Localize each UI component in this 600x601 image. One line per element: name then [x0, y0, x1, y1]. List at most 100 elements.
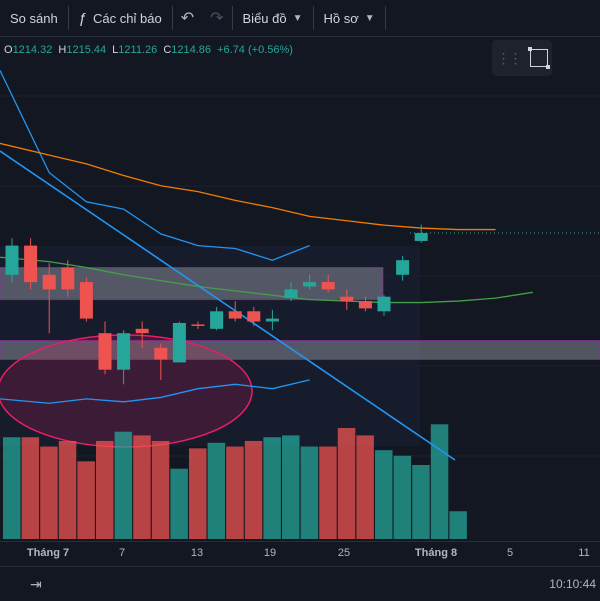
- candle-body: [24, 245, 38, 283]
- candle-body: [321, 282, 335, 290]
- high-value: 1215.44: [66, 44, 107, 56]
- candle-body: [396, 260, 410, 275]
- volume-bar: [77, 461, 95, 539]
- bottom-bar: ⇥ 10:10:44: [0, 566, 600, 601]
- volume-bar: [40, 446, 58, 539]
- drag-handle-icon[interactable]: ⋮⋮: [496, 49, 523, 66]
- volume-bar: [58, 440, 77, 539]
- redo-icon: ↷: [210, 10, 224, 27]
- low-value: 1211.26: [118, 44, 158, 56]
- candle-body: [210, 311, 224, 329]
- indicators-button[interactable]: ƒ Các chỉ báo: [69, 0, 172, 36]
- ma-slow-line: [0, 256, 533, 304]
- toolbar-divider: [231, 6, 233, 30]
- ohlc-legend: O1214.32 H1215.44 L1211.26 C1214.86 +6.7…: [4, 44, 296, 56]
- close-key: C: [163, 44, 172, 56]
- select-rectangle-icon[interactable]: [527, 47, 550, 69]
- volume-bar: [393, 455, 412, 539]
- chevron-down-icon: ▼: [292, 12, 303, 24]
- x-axis-label: 13: [190, 547, 204, 559]
- candle-body: [42, 274, 56, 290]
- volume-bar: [356, 435, 374, 539]
- candle-body: [358, 301, 372, 309]
- volume-bar: [319, 446, 337, 539]
- volume-bar: [151, 440, 170, 539]
- x-axis-label: 25: [337, 547, 351, 559]
- candle-body: [117, 333, 131, 370]
- clock: 10:10:44: [549, 577, 596, 591]
- open-key: O: [4, 44, 13, 56]
- volume-bar: [189, 448, 207, 539]
- volume-bar: [263, 437, 281, 539]
- candle-body: [79, 282, 93, 319]
- volume-bar: [133, 435, 151, 539]
- volume-bar: [244, 440, 263, 539]
- open-value: 1214.32: [12, 44, 53, 56]
- volume-bar: [375, 450, 393, 539]
- volume-bar: [114, 431, 133, 539]
- chart-type-label: Biểu đồ: [242, 10, 287, 26]
- undo-icon: ↶: [180, 10, 195, 27]
- time-axis[interactable]: Tháng 7 7 13 19 25 Tháng 8 5 11: [0, 541, 600, 564]
- candle-body: [154, 347, 168, 360]
- profile-button[interactable]: Hồ sơ ▼: [314, 0, 385, 36]
- volume-bar: [300, 446, 319, 539]
- candle-body: [5, 245, 19, 275]
- function-icon: ƒ: [78, 9, 88, 27]
- ma-fast-line: [0, 142, 496, 231]
- x-axis-label: 7: [118, 547, 126, 559]
- close-value: 1214.86: [171, 44, 212, 56]
- chevron-down-icon: ▼: [364, 12, 375, 24]
- upper-band-line: [0, 70, 310, 261]
- go-to-date-icon[interactable]: ⇥: [30, 576, 42, 592]
- x-axis-label: 5: [506, 547, 514, 559]
- trend-line: [0, 150, 456, 461]
- volume-bar: [226, 446, 244, 539]
- toolbar-divider: [171, 6, 173, 30]
- x-axis-label: 11: [578, 547, 590, 559]
- chart-type-button[interactable]: Biểu đồ ▼: [233, 0, 313, 36]
- profile-label: Hồ sơ: [323, 10, 359, 26]
- x-axis-label: Tháng 7: [26, 547, 70, 559]
- low-key: L: [112, 44, 119, 56]
- change-value: +6.74 (+0.56%): [217, 44, 293, 56]
- x-axis-label: Tháng 8: [414, 547, 458, 559]
- candle-body: [228, 311, 242, 319]
- candle-body: [61, 267, 75, 290]
- volume-bar: [412, 465, 430, 539]
- indicators-label: Các chỉ báo: [93, 10, 162, 26]
- toolbar-divider: [67, 6, 69, 30]
- candle-body: [284, 289, 298, 299]
- candle-body: [303, 282, 317, 287]
- price-chart[interactable]: [0, 36, 600, 541]
- support-zone: [0, 340, 600, 360]
- candle-body: [414, 233, 428, 241]
- toolbar-divider: [312, 6, 314, 30]
- volume-bar: [21, 437, 40, 539]
- candle-body: [135, 328, 149, 334]
- candle-body: [191, 324, 205, 326]
- lower-band-line: [0, 379, 310, 404]
- candle-body: [265, 318, 279, 322]
- top-toolbar: So sánh ƒ Các chỉ báo ↶ ↷ Biểu đồ ▼ Hồ s…: [0, 0, 600, 37]
- candle-body: [247, 311, 261, 322]
- compare-label: So sánh: [10, 10, 58, 26]
- candle-body: [172, 322, 186, 363]
- volume-bar: [96, 440, 114, 539]
- undo-button[interactable]: ↶: [173, 0, 202, 36]
- candle-body: [340, 296, 354, 302]
- x-axis-label: 19: [263, 547, 277, 559]
- volume-bar: [430, 424, 449, 539]
- volume-bar: [449, 511, 467, 539]
- high-key: H: [58, 44, 67, 56]
- volume-bar: [337, 428, 356, 539]
- candle-body: [98, 333, 112, 370]
- toolbar-divider: [384, 6, 386, 30]
- candle-body: [377, 296, 391, 312]
- volume-bar: [170, 468, 188, 539]
- volume-bar: [207, 442, 226, 539]
- drawing-floating-toolbar: ⋮⋮: [492, 40, 552, 76]
- redo-button[interactable]: ↷: [202, 0, 231, 36]
- compare-button[interactable]: So sánh: [0, 0, 68, 36]
- volume-bar: [3, 437, 21, 539]
